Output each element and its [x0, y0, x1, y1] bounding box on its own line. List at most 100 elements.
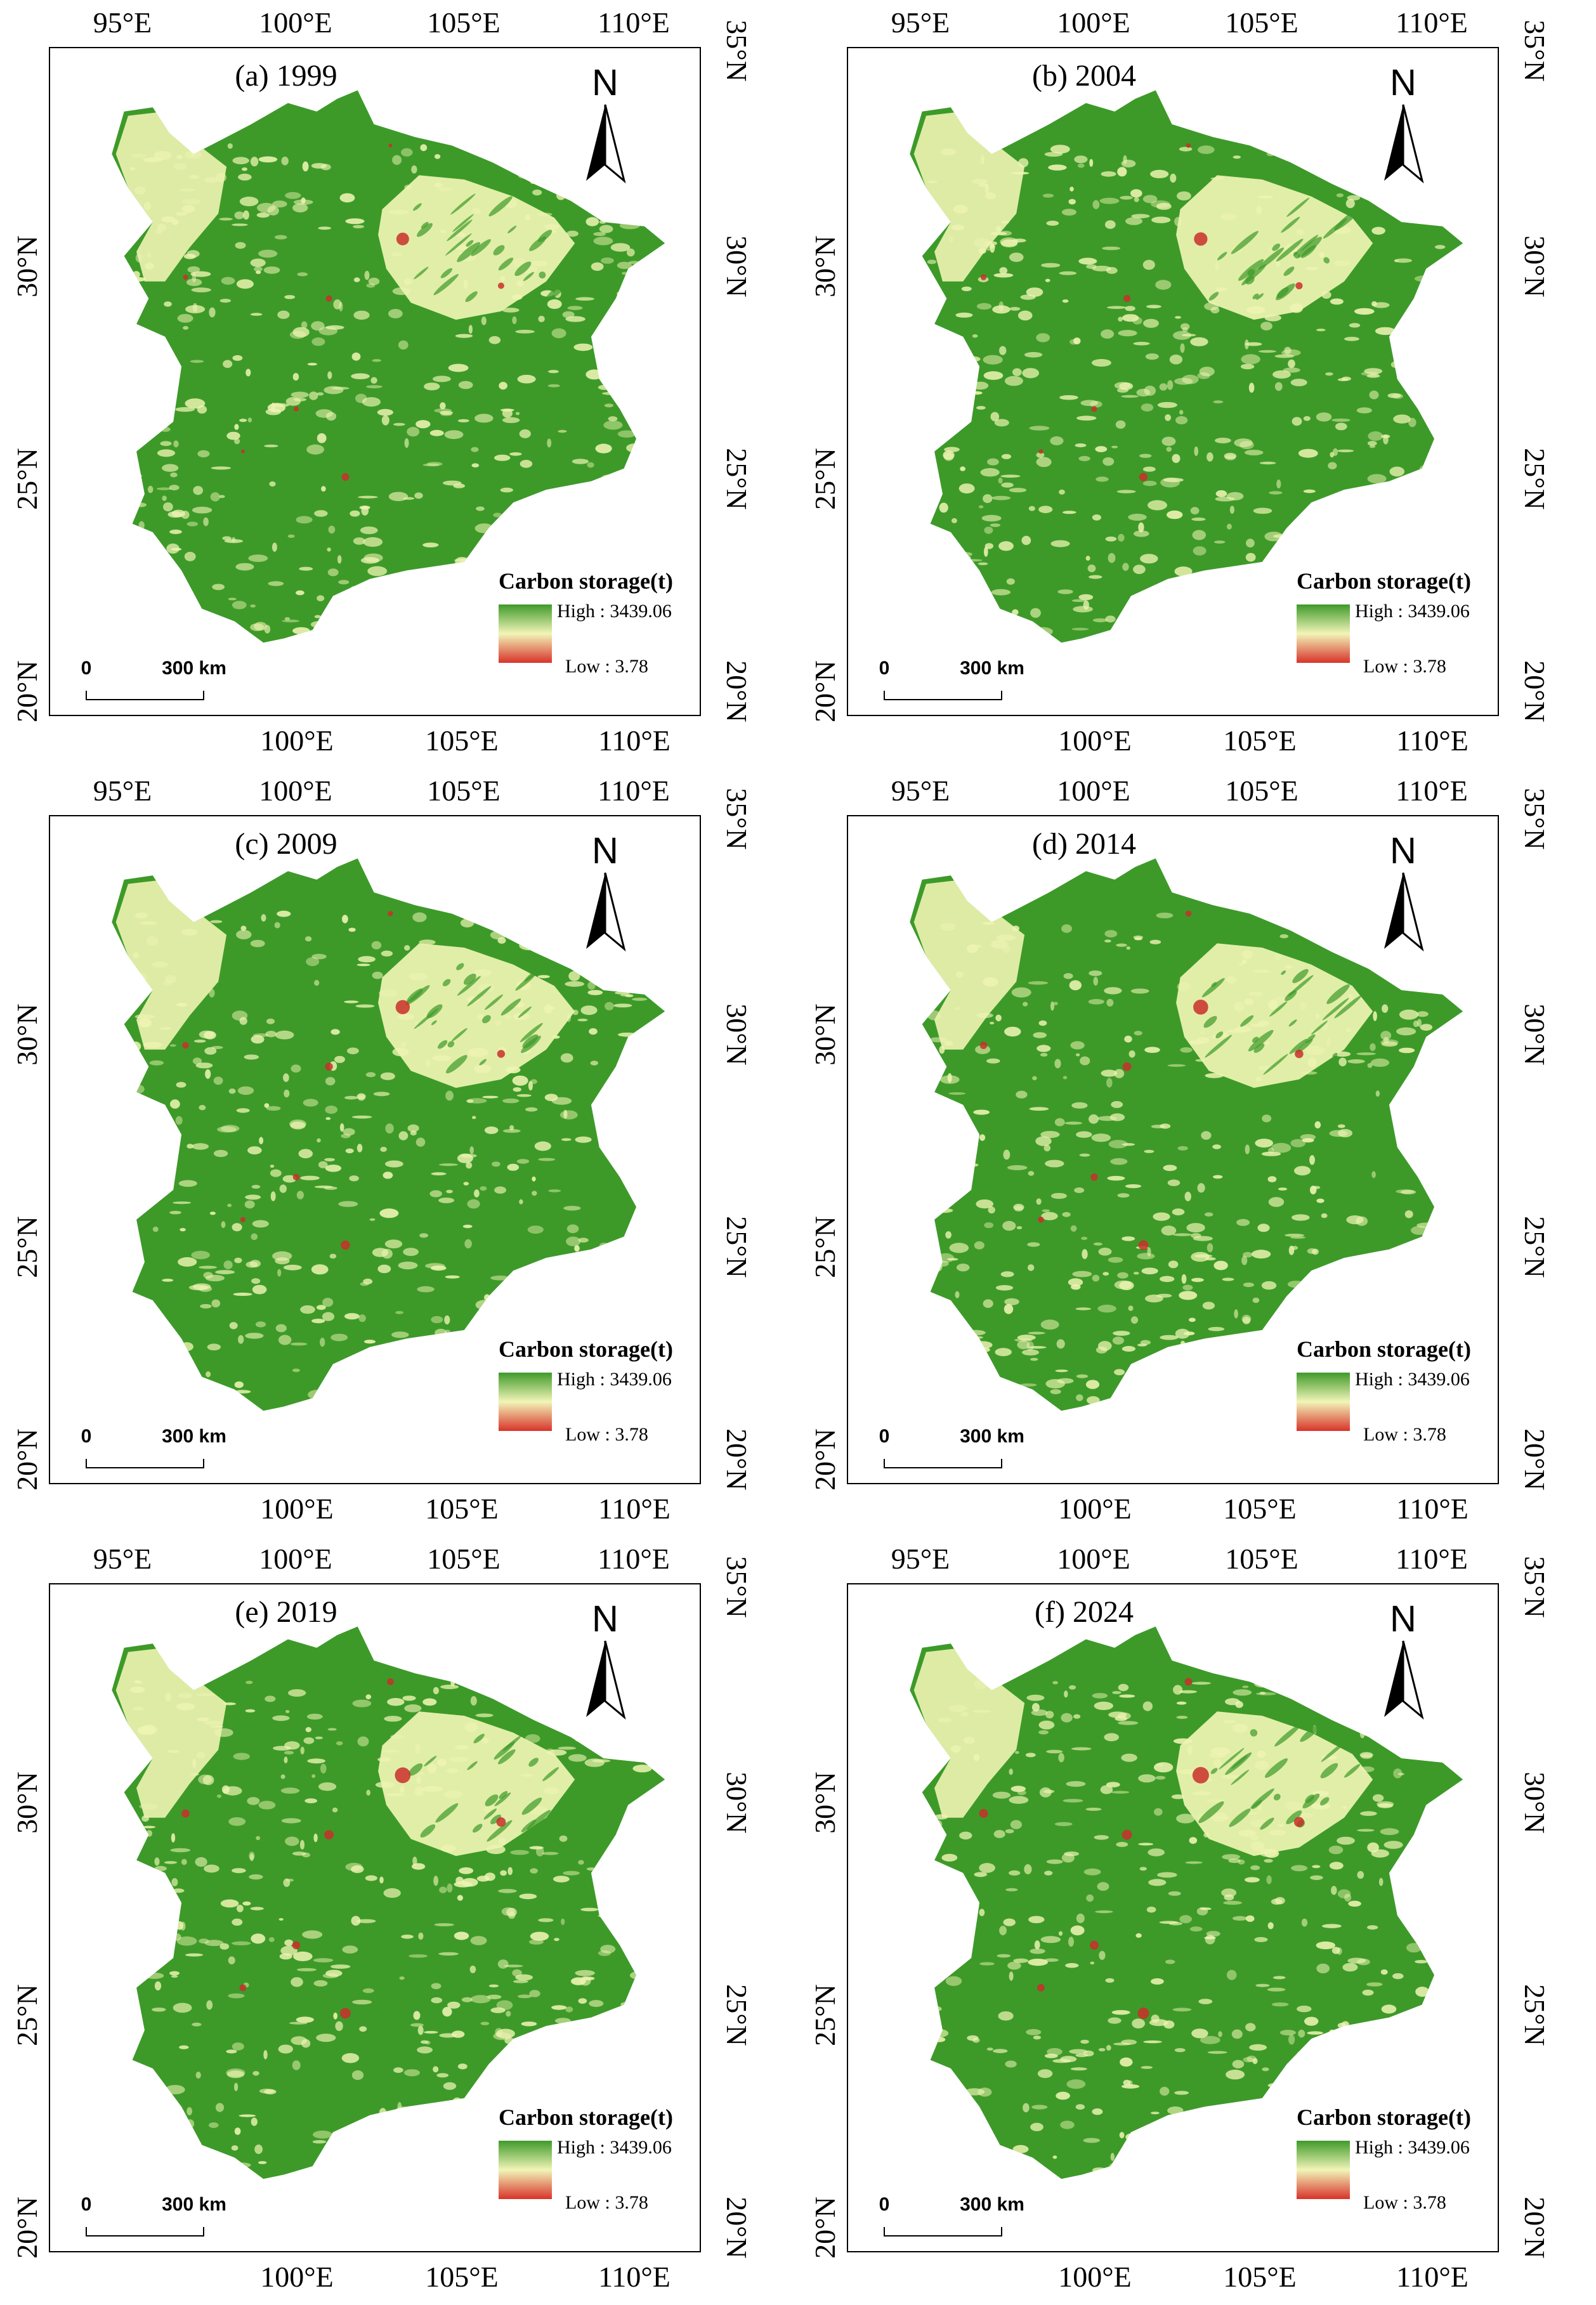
lon-tick-label-top: 105°E [1225, 6, 1298, 39]
scale-bar-start: 0 [81, 2194, 92, 2215]
lon-tick-label-top: 110°E [1396, 774, 1468, 807]
lat-tick-label-left: 30°N [809, 235, 841, 297]
lat-tick-label-right: 30°N [1519, 235, 1551, 297]
legend-color-ramp [499, 604, 552, 663]
lon-tick-label-bottom: 110°E [598, 724, 670, 757]
lat-tick-label-right: 35°N [1519, 20, 1551, 82]
lat-tick-label-right: 35°N [1519, 788, 1551, 850]
north-label: N [592, 830, 618, 872]
map-panel: (e) 2019 N 95°E 100°E 105°E 110°E 100°E 105°E 11… [11, 1543, 753, 2293]
north-arrow-icon [1384, 104, 1424, 184]
lat-tick-label-right: 30°N [1519, 1772, 1551, 1834]
carbon-storage-raster [910, 858, 1463, 1411]
lon-tick-label-bottom: 110°E [598, 2261, 670, 2293]
panel-title: (b) 2004 [1032, 59, 1136, 93]
legend-high: High : 3439.06 [1355, 601, 1470, 622]
legend-title: Carbon storage(t) [1297, 2105, 1471, 2130]
lat-tick-label-right: 25°N [721, 448, 753, 510]
lat-tick-label-left: 20°N [809, 660, 841, 722]
lat-tick-label-left: 20°N [11, 660, 43, 722]
lon-tick-label-top: 95°E [93, 6, 152, 39]
lat-tick-label-right: 20°N [721, 2197, 753, 2259]
lat-tick-label-right: 35°N [1519, 1556, 1551, 1618]
scale-bar [86, 691, 204, 700]
lat-tick-label-right: 20°N [1519, 660, 1551, 722]
legend-high: High : 3439.06 [1355, 2137, 1470, 2158]
panel-title: (a) 1999 [235, 59, 337, 93]
lat-tick-label-right: 25°N [1519, 1984, 1551, 2046]
lat-tick-label-left: 30°N [11, 1772, 43, 1834]
panel-title: (e) 2019 [235, 1595, 337, 1629]
lon-tick-label-bottom: 100°E [1058, 2261, 1132, 2293]
lat-tick-label-left: 25°N [11, 1216, 43, 1278]
lat-tick-label-left: 30°N [809, 1003, 841, 1066]
lat-tick-label-left: 30°N [11, 1003, 43, 1066]
scale-bar-end: 300 km [960, 2194, 1024, 2215]
panel-title: (c) 2009 [235, 827, 337, 861]
lon-tick-label-bottom: 110°E [598, 1492, 670, 1525]
north-label: N [592, 62, 618, 103]
scale-bar-end: 300 km [162, 658, 226, 679]
north-arrow-icon [586, 104, 626, 184]
legend-title: Carbon storage(t) [499, 2105, 673, 2130]
lon-tick-label-top: 105°E [427, 774, 500, 807]
lat-tick-label-right: 35°N [721, 1556, 753, 1618]
lon-tick-label-top: 110°E [1396, 6, 1468, 39]
scale-bar-start: 0 [879, 658, 890, 679]
lon-tick-label-bottom: 105°E [1223, 2261, 1297, 2293]
lat-tick-label-left: 20°N [11, 1428, 43, 1491]
north-label: N [1390, 1598, 1416, 1640]
lon-tick-label-bottom: 105°E [425, 1492, 499, 1525]
legend-high: High : 3439.06 [1355, 1369, 1470, 1390]
lat-tick-label-right: 35°N [721, 788, 753, 850]
lat-tick-label-right: 20°N [1519, 1428, 1551, 1491]
lat-tick-label-left: 20°N [11, 2197, 43, 2259]
lat-tick-label-right: 30°N [721, 1772, 753, 1834]
lon-tick-label-top: 100°E [259, 1543, 332, 1575]
lat-tick-label-right: 30°N [1519, 1003, 1551, 1066]
scale-bar [86, 2227, 204, 2236]
lon-tick-label-top: 110°E [598, 1543, 670, 1575]
lon-tick-label-top: 110°E [598, 6, 670, 39]
lon-tick-label-top: 100°E [1057, 774, 1130, 807]
legend-color-ramp [1297, 2141, 1350, 2199]
lon-tick-label-top: 105°E [1225, 774, 1298, 807]
legend-color-ramp [1297, 1373, 1350, 1431]
lon-tick-label-top: 110°E [1396, 1543, 1468, 1575]
lon-tick-label-top: 100°E [259, 6, 332, 39]
lon-tick-label-top: 105°E [1225, 1543, 1298, 1575]
legend-title: Carbon storage(t) [499, 1336, 673, 1362]
map-panel: (b) 2004 N 95°E 100°E 105°E 110°E 100°E 105°E 11… [809, 6, 1551, 757]
legend-high: High : 3439.06 [557, 601, 672, 622]
scale-bar-end: 300 km [162, 2194, 226, 2215]
lon-tick-label-top: 95°E [93, 1543, 152, 1575]
lat-tick-label-right: 30°N [721, 1003, 753, 1066]
north-arrow-icon [586, 872, 626, 952]
scale-bar-start: 0 [879, 1426, 890, 1447]
scale-bar-start: 0 [81, 1426, 92, 1447]
lat-tick-label-left: 20°N [809, 2197, 841, 2259]
lon-tick-label-top: 100°E [259, 774, 332, 807]
lat-tick-label-right: 35°N [721, 20, 753, 82]
panel-title: (f) 2024 [1035, 1595, 1134, 1629]
lon-tick-label-top: 105°E [427, 6, 500, 39]
north-arrow-icon [586, 1640, 626, 1720]
map-panel: (a) 1999 N 95°E 100°E 105°E 110°E 100°E 105°E 11… [11, 6, 753, 757]
lat-tick-label-right: 20°N [721, 660, 753, 722]
lon-tick-label-bottom: 110°E [1396, 724, 1468, 757]
lon-tick-label-bottom: 105°E [425, 724, 499, 757]
lon-tick-label-top: 100°E [1057, 6, 1130, 39]
north-label: N [592, 1598, 618, 1640]
scale-bar-start: 0 [81, 658, 92, 679]
lon-tick-label-bottom: 100°E [260, 724, 334, 757]
lat-tick-label-left: 25°N [809, 448, 841, 510]
lon-tick-label-top: 100°E [1057, 1543, 1130, 1575]
lat-tick-label-right: 25°N [721, 1216, 753, 1278]
scale-bar [86, 1459, 204, 1468]
lon-tick-label-bottom: 105°E [1223, 1492, 1297, 1525]
carbon-storage-raster [910, 1626, 1463, 2179]
lat-tick-label-left: 20°N [809, 1428, 841, 1491]
lat-tick-label-right: 25°N [721, 1984, 753, 2046]
lon-tick-label-bottom: 100°E [1058, 724, 1132, 757]
